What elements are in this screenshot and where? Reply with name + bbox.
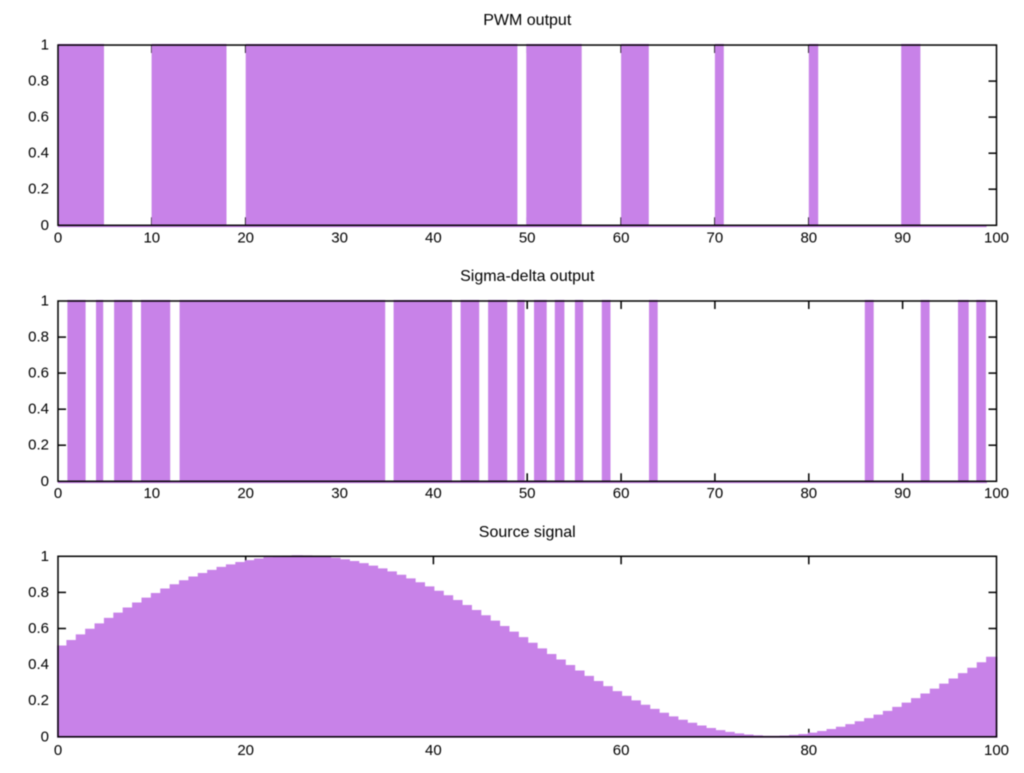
svg-text:0.6: 0.6 bbox=[28, 109, 49, 126]
svg-text:80: 80 bbox=[800, 485, 817, 502]
svg-text:100: 100 bbox=[984, 485, 1009, 502]
svg-text:60: 60 bbox=[613, 742, 630, 759]
svg-text:90: 90 bbox=[894, 485, 911, 502]
svg-text:0.8: 0.8 bbox=[28, 584, 49, 601]
svg-text:80: 80 bbox=[800, 230, 817, 247]
svg-text:40: 40 bbox=[425, 230, 442, 247]
svg-text:0: 0 bbox=[41, 473, 49, 490]
svg-text:0.6: 0.6 bbox=[28, 620, 49, 637]
svg-text:80: 80 bbox=[800, 742, 817, 759]
svg-text:0: 0 bbox=[54, 230, 62, 247]
svg-text:20: 20 bbox=[237, 742, 254, 759]
svg-text:60: 60 bbox=[613, 230, 630, 247]
svg-text:70: 70 bbox=[707, 485, 724, 502]
svg-text:50: 50 bbox=[519, 230, 536, 247]
svg-text:20: 20 bbox=[237, 230, 254, 247]
svg-text:90: 90 bbox=[894, 230, 911, 247]
svg-text:40: 40 bbox=[425, 742, 442, 759]
svg-text:70: 70 bbox=[707, 230, 724, 247]
svg-text:Source signal: Source signal bbox=[479, 524, 576, 541]
svg-text:50: 50 bbox=[519, 485, 536, 502]
svg-text:1: 1 bbox=[41, 548, 49, 565]
svg-text:10: 10 bbox=[143, 485, 160, 502]
svg-text:0: 0 bbox=[54, 485, 62, 502]
svg-text:PWM output: PWM output bbox=[483, 12, 572, 29]
svg-text:30: 30 bbox=[331, 230, 348, 247]
svg-text:Sigma-delta output: Sigma-delta output bbox=[460, 268, 595, 285]
svg-text:60: 60 bbox=[613, 485, 630, 502]
svg-text:0: 0 bbox=[41, 728, 49, 745]
svg-text:0.2: 0.2 bbox=[28, 692, 49, 709]
svg-text:1: 1 bbox=[41, 37, 49, 54]
svg-text:100: 100 bbox=[984, 230, 1009, 247]
svg-text:0.4: 0.4 bbox=[28, 145, 49, 162]
svg-text:100: 100 bbox=[984, 742, 1009, 759]
svg-text:1: 1 bbox=[41, 293, 49, 310]
svg-text:0: 0 bbox=[41, 217, 49, 234]
svg-text:30: 30 bbox=[331, 485, 348, 502]
svg-text:20: 20 bbox=[237, 485, 254, 502]
svg-text:10: 10 bbox=[143, 230, 160, 247]
svg-text:0.4: 0.4 bbox=[28, 401, 49, 418]
svg-text:0.2: 0.2 bbox=[28, 181, 49, 198]
svg-text:0.8: 0.8 bbox=[28, 329, 49, 346]
svg-text:0: 0 bbox=[54, 742, 62, 759]
svg-text:0.8: 0.8 bbox=[28, 73, 49, 90]
svg-text:0.4: 0.4 bbox=[28, 656, 49, 673]
svg-text:0.2: 0.2 bbox=[28, 437, 49, 454]
svg-text:0.6: 0.6 bbox=[28, 365, 49, 382]
svg-text:40: 40 bbox=[425, 485, 442, 502]
